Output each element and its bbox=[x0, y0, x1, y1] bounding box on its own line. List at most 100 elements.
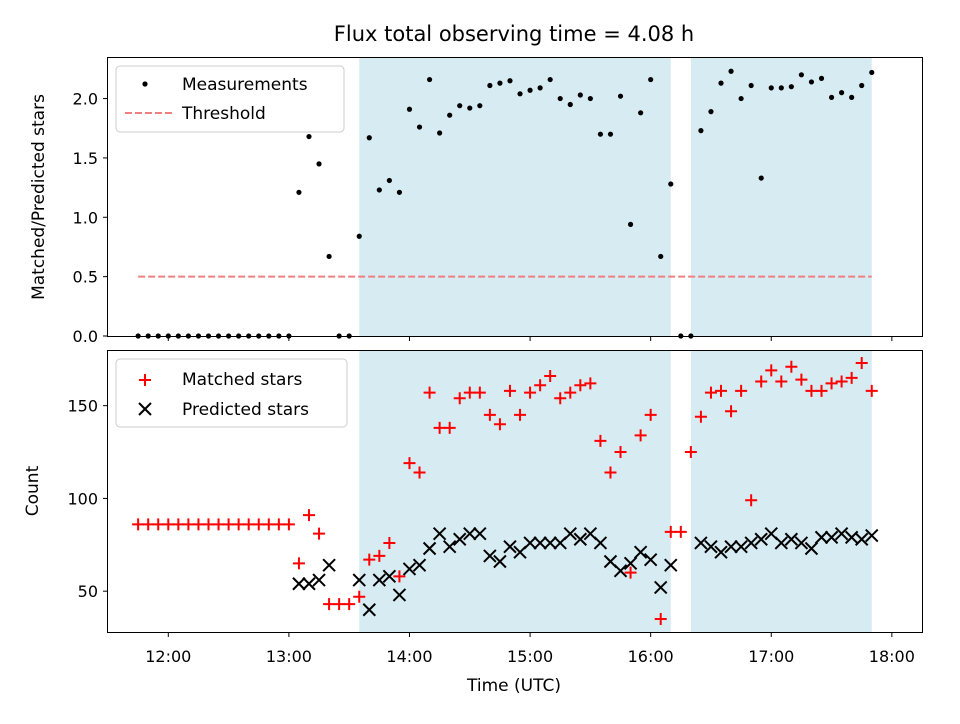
count-plot-frame bbox=[107, 350, 923, 633]
count-y-axis-ticks: 50 100 150 bbox=[67, 397, 108, 601]
matched-star-point bbox=[544, 369, 557, 382]
predicted-star-point bbox=[533, 536, 547, 550]
matched-star-point bbox=[172, 518, 185, 531]
predicted-star-point bbox=[392, 588, 407, 602]
predicted-star-point bbox=[432, 526, 447, 541]
observing-window-1 bbox=[359, 57, 671, 336]
count-y-tick-label: 50 bbox=[78, 582, 98, 601]
predicted-star-point bbox=[714, 545, 728, 559]
matched-star-point bbox=[805, 384, 818, 397]
matched-star-point bbox=[433, 421, 446, 434]
predicted-star-point bbox=[794, 536, 809, 550]
measurement-point bbox=[396, 189, 403, 195]
count-y-axis-label: Count bbox=[23, 465, 43, 516]
matched-star-point bbox=[855, 356, 868, 369]
ratio-y-tick-label: 0.0 bbox=[73, 327, 98, 346]
matched-star-point bbox=[192, 518, 205, 531]
matched-star-point bbox=[795, 373, 808, 386]
matched-star-point bbox=[694, 410, 707, 423]
measurement-point bbox=[547, 76, 553, 83]
predicted-star-point bbox=[412, 558, 427, 572]
predicted-star-point bbox=[633, 545, 648, 559]
matched-star-point bbox=[302, 509, 315, 522]
legend-predicted-label: Predicted stars bbox=[182, 400, 309, 420]
predicted-star-point bbox=[312, 573, 326, 587]
measurement-point bbox=[326, 253, 332, 260]
matched-star-point bbox=[333, 598, 346, 611]
predicted-star-point bbox=[734, 539, 748, 554]
matched-star-point bbox=[745, 494, 758, 507]
measurement-point bbox=[406, 106, 413, 112]
predicted-star-point bbox=[322, 558, 336, 572]
measurement-point bbox=[698, 128, 704, 134]
measurement-point bbox=[627, 221, 634, 227]
predicted-star-point bbox=[362, 603, 376, 617]
matched-star-point bbox=[514, 408, 527, 421]
predicted-star-point bbox=[503, 539, 517, 554]
predicted-star-point bbox=[744, 536, 758, 550]
predicted-star-point bbox=[694, 536, 708, 550]
measurement-point bbox=[839, 90, 845, 96]
matched-star-point bbox=[353, 590, 366, 603]
measurement-point bbox=[728, 68, 734, 74]
measurement-point bbox=[426, 76, 433, 83]
matched-star-point bbox=[765, 364, 778, 377]
ratio-y-axis-label: Matched/Predicted stars bbox=[29, 94, 49, 300]
measurement-point bbox=[517, 91, 523, 97]
matched-star-point bbox=[524, 386, 537, 399]
matched-star-point bbox=[614, 446, 627, 459]
measurement-point bbox=[869, 69, 875, 76]
matched-star-point bbox=[323, 598, 336, 611]
measurement-point bbox=[527, 87, 533, 93]
matched-star-point bbox=[825, 377, 838, 390]
measurement-point bbox=[416, 124, 423, 130]
matched-star-point bbox=[152, 518, 165, 531]
predicted-star-point bbox=[292, 577, 306, 591]
matched-star-point bbox=[704, 386, 717, 399]
measurement-point bbox=[828, 94, 835, 100]
predicted-star-point bbox=[804, 541, 819, 556]
chart-title: Flux total observing time = 4.08 h bbox=[334, 22, 694, 46]
matched-star-point bbox=[483, 408, 496, 421]
matched-star-point bbox=[383, 536, 396, 549]
measurement-point bbox=[849, 94, 855, 100]
matched-star-point bbox=[222, 518, 235, 531]
predicted-star-point bbox=[453, 532, 467, 546]
measurement-point bbox=[758, 175, 764, 181]
measurement-point bbox=[366, 135, 372, 141]
measurement-point bbox=[497, 80, 503, 86]
observing-windows-bottom bbox=[359, 350, 872, 632]
matched-star-point bbox=[725, 405, 738, 418]
measurement-point bbox=[437, 130, 443, 136]
matched-star-point bbox=[493, 418, 506, 431]
predicted-star-point bbox=[352, 573, 366, 587]
count-legend-box bbox=[115, 358, 348, 428]
x-tick-label: 16:00 bbox=[628, 647, 674, 666]
x-tick-label: 12:00 bbox=[145, 647, 191, 666]
predicted-star-point bbox=[854, 532, 869, 546]
measurement-point bbox=[718, 80, 724, 86]
x-tick-label: 14:00 bbox=[386, 647, 432, 666]
measurement-point bbox=[447, 112, 453, 118]
count-y-tick-label: 100 bbox=[67, 489, 98, 508]
measurement-point bbox=[507, 78, 513, 84]
matched-star-point bbox=[142, 518, 155, 531]
matched-star-point bbox=[785, 360, 798, 373]
measurement-point bbox=[376, 187, 382, 193]
predicted-star-point bbox=[442, 539, 457, 554]
ratio-y-axis-ticks: 0.0 0.5 1.0 1.5 2.0 bbox=[73, 90, 108, 346]
matched-star-point bbox=[292, 557, 305, 570]
measurement-point bbox=[638, 110, 644, 116]
matched-star-point bbox=[363, 553, 376, 566]
predicted-star-point bbox=[372, 573, 387, 587]
matched-star-point bbox=[202, 518, 215, 531]
ratio-y-tick-label: 1.0 bbox=[73, 208, 98, 227]
ratio-legend: Measurements Threshold bbox=[115, 65, 345, 133]
measurement-point bbox=[306, 133, 312, 140]
measurement-point bbox=[648, 76, 654, 83]
predicted-star-point bbox=[382, 569, 397, 584]
predicted-star-point bbox=[563, 526, 577, 541]
predicted-star-point bbox=[724, 539, 738, 554]
measurement-point bbox=[798, 72, 805, 78]
count-y-tick-label: 150 bbox=[67, 397, 98, 416]
